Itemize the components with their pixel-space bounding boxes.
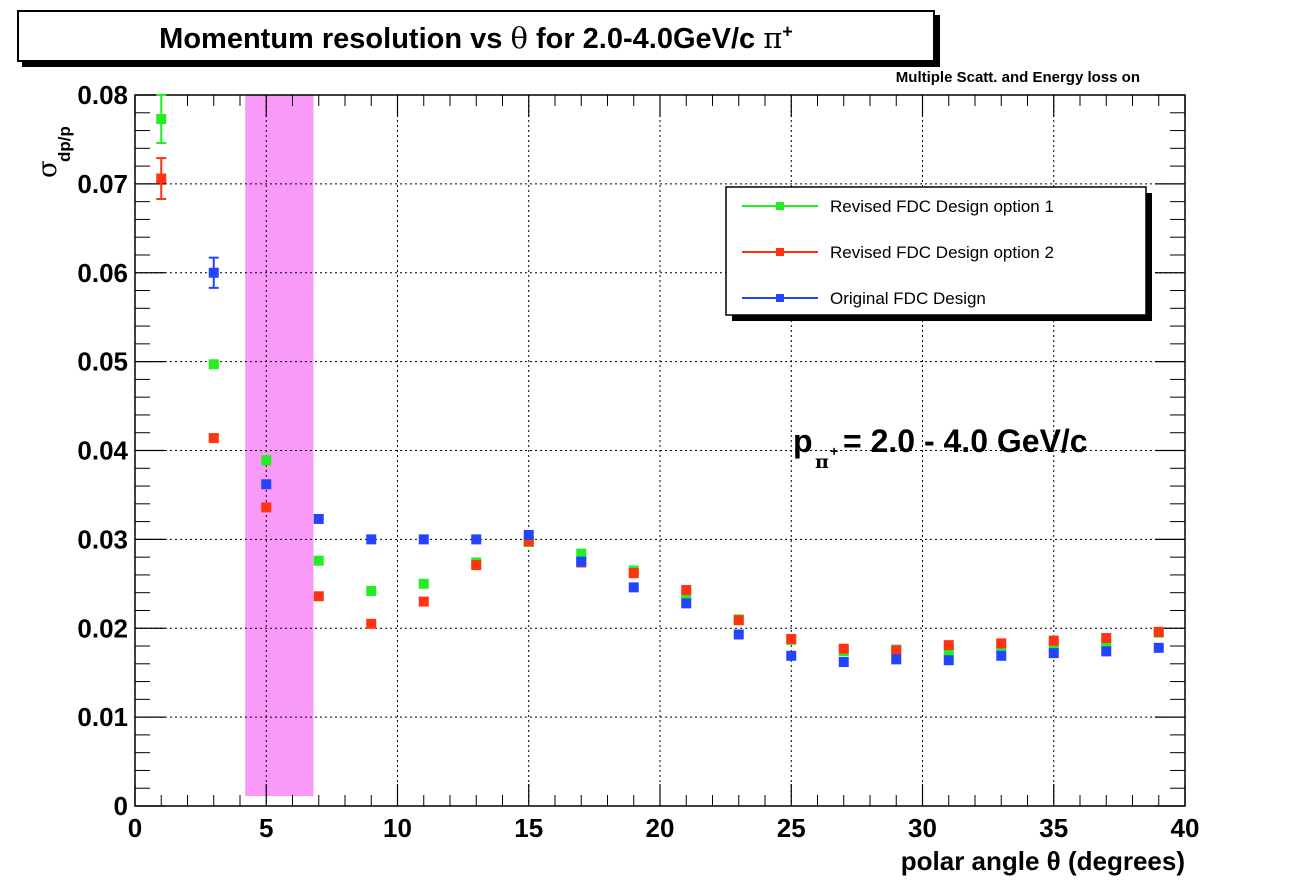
y-tick-label: 0.03 <box>77 524 128 554</box>
data-point <box>366 585 377 596</box>
legend-marker <box>776 202 784 210</box>
y-axis-label: σ dp/p <box>33 126 74 178</box>
y-tick-label: 0.05 <box>77 347 128 377</box>
legend-label: Revised FDC Design option 2 <box>830 243 1054 262</box>
data-point <box>1153 642 1164 653</box>
data-point <box>628 568 639 579</box>
data-point <box>943 640 954 651</box>
y-tick-label: 0.04 <box>77 436 128 466</box>
shaded-band <box>245 95 314 796</box>
data-point <box>786 650 797 661</box>
x-tick-label: 15 <box>514 813 543 843</box>
annotation-range: = 2.0 - 4.0 GeV/c <box>843 423 1088 459</box>
chart-subtitle: Multiple Scatt. and Energy loss on <box>896 69 1140 86</box>
y-tick-label: 0.08 <box>77 80 128 110</box>
data-point <box>208 433 219 444</box>
data-point <box>418 534 429 545</box>
y-tick-label: 0.01 <box>77 702 128 732</box>
y-tick-label: 0.06 <box>77 258 128 288</box>
data-point <box>891 654 902 665</box>
data-point <box>313 555 324 566</box>
data-point <box>838 643 849 654</box>
data-point <box>1101 646 1112 657</box>
legend-marker <box>776 294 784 302</box>
data-point <box>838 657 849 668</box>
momentum-annotation: p π + = 2.0 - 4.0 GeV/c <box>793 423 1088 473</box>
data-point <box>313 591 324 602</box>
x-axis-label: polar angle θ (degrees) <box>901 846 1185 876</box>
x-tick-label: 30 <box>908 813 937 843</box>
data-point <box>418 596 429 607</box>
data-point <box>156 113 167 124</box>
data-point <box>1101 633 1112 644</box>
y-tick-label: 0.07 <box>77 169 128 199</box>
data-point <box>628 582 639 593</box>
data-point <box>681 590 692 601</box>
legend-label: Original FDC Design <box>830 289 986 308</box>
y-tick-label: 0.02 <box>77 613 128 643</box>
x-tick-label: 40 <box>1171 813 1200 843</box>
annotation-pi: π <box>815 451 829 473</box>
data-point <box>1153 626 1164 637</box>
data-point <box>1048 648 1059 659</box>
legend-label: Revised FDC Design option 1 <box>830 197 1054 216</box>
data-point <box>681 585 692 596</box>
data-point <box>471 534 482 545</box>
data-point <box>523 529 534 540</box>
y-axis-label-subscript: dp/p <box>55 126 74 162</box>
data-point <box>313 513 324 524</box>
data-point <box>943 645 954 656</box>
x-tick-label: 20 <box>646 813 675 843</box>
data-point <box>471 560 482 571</box>
legend: Revised FDC Design option 1 Revised FDC D… <box>725 186 1152 321</box>
data-point <box>733 629 744 640</box>
data-point <box>786 633 797 644</box>
x-tick-label: 10 <box>383 813 412 843</box>
data-point <box>1048 635 1059 646</box>
data-point <box>996 638 1007 649</box>
x-tick-label: 35 <box>1039 813 1068 843</box>
y-tick-label: 0 <box>114 791 128 821</box>
series-3 <box>208 256 1164 668</box>
data-point <box>576 548 587 559</box>
chart-title-box: Momentum resolution vs θ for 2.0-4.0GeV/… <box>17 10 935 62</box>
x-tick-label: 5 <box>259 813 273 843</box>
x-tick-label: 0 <box>128 813 142 843</box>
annotation-plus: + <box>830 443 838 459</box>
x-tick-label: 25 <box>777 813 806 843</box>
y-axis-label-sigma: σ <box>33 160 63 178</box>
data-point <box>1101 638 1112 649</box>
data-point <box>891 645 902 656</box>
data-point <box>523 536 534 547</box>
data-point <box>366 534 377 545</box>
legend-marker <box>776 248 784 256</box>
data-point <box>156 173 167 184</box>
data-point <box>261 479 272 490</box>
data-point <box>366 618 377 629</box>
data-point <box>261 502 272 513</box>
data-point <box>681 598 692 609</box>
data-point <box>208 359 219 370</box>
data-point <box>261 455 272 466</box>
data-point <box>418 578 429 589</box>
data-point <box>996 650 1007 661</box>
annotation-p: p <box>793 423 813 459</box>
data-point <box>943 655 954 666</box>
data-point <box>733 615 744 626</box>
series-2 <box>156 157 1164 656</box>
chart-title: Momentum resolution vs θ for 2.0-4.0GeV/… <box>159 21 793 55</box>
data-point <box>576 556 587 567</box>
data-point <box>208 267 219 278</box>
